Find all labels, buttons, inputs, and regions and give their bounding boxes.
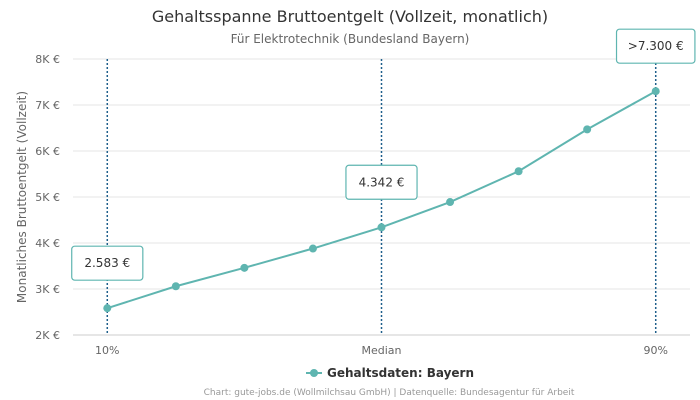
y-tick-label: 7K € xyxy=(35,99,60,112)
x-tick-label: 10% xyxy=(95,344,119,357)
data-point[interactable] xyxy=(514,167,523,176)
y-axis: 2K € 3K € 4K € 5K € 6K € 7K € 8K € xyxy=(35,53,60,342)
y-tick-label: 5K € xyxy=(35,191,60,204)
data-point[interactable] xyxy=(240,263,249,272)
y-axis-label: Monatliches Bruttoentgelt (Vollzeit) xyxy=(15,91,29,303)
chart-subtitle: Für Elektrotechnik (Bundesland Bayern) xyxy=(231,32,470,46)
data-point[interactable] xyxy=(377,223,386,232)
chart-credits: Chart: gute-jobs.de (Wollmilchsau GmbH) … xyxy=(204,388,575,398)
legend[interactable]: Gehaltsdaten: Bayern xyxy=(306,366,474,380)
x-tick-label: 90% xyxy=(643,344,667,357)
annotation-box xyxy=(71,245,144,281)
data-point[interactable] xyxy=(651,87,660,96)
annotation-text: 4.342 € xyxy=(359,175,405,189)
x-axis: 10% Median 90% xyxy=(73,334,690,357)
x-tick-label: Median xyxy=(361,344,401,357)
annotation-label: 4.342 € xyxy=(345,164,418,200)
plot-area xyxy=(103,87,660,313)
annotations: 2.583 € 4.342 € >7.300 € xyxy=(71,28,696,281)
legend-point-marker xyxy=(310,369,318,377)
legend-series-label: Gehaltsdaten: Bayern xyxy=(327,366,474,380)
data-point[interactable] xyxy=(446,198,455,207)
annotation-text: 2.583 € xyxy=(84,256,130,270)
data-point[interactable] xyxy=(103,304,112,313)
data-point[interactable] xyxy=(583,125,592,134)
y-tick-label: 2K € xyxy=(35,329,60,342)
chart-title: Gehaltsspanne Bruttoentgelt (Vollzeit, m… xyxy=(152,7,548,26)
y-tick-label: 4K € xyxy=(35,237,60,250)
data-point[interactable] xyxy=(308,244,317,253)
annotation-text: >7.300 € xyxy=(628,39,684,53)
annotation-label: >7.300 € xyxy=(615,28,696,64)
y-tick-label: 6K € xyxy=(35,145,60,158)
annotation-box xyxy=(345,164,418,200)
annotation-box xyxy=(615,28,696,64)
data-point[interactable] xyxy=(171,282,180,291)
y-tick-label: 3K € xyxy=(35,283,60,296)
y-tick-label: 8K € xyxy=(35,53,60,66)
annotation-label: 2.583 € xyxy=(71,245,144,281)
